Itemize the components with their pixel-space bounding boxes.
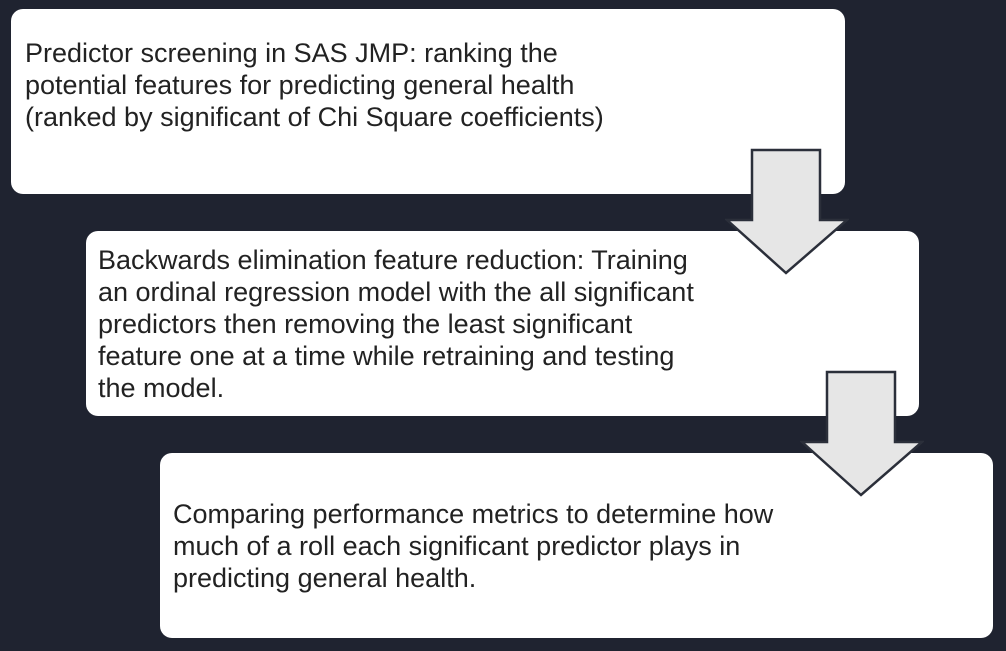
process-step-1-text: Predictor screening in SAS JMP: ranking … [25,38,604,132]
process-step-1: Predictor screening in SAS JMP: ranking … [11,9,845,194]
process-step-2-text: Backwards elimination feature reduction:… [98,245,694,403]
down-arrow-icon [725,148,849,275]
process-step-3-text: Comparing performance metrics to determi… [173,498,774,593]
down-arrow-icon [800,370,924,497]
